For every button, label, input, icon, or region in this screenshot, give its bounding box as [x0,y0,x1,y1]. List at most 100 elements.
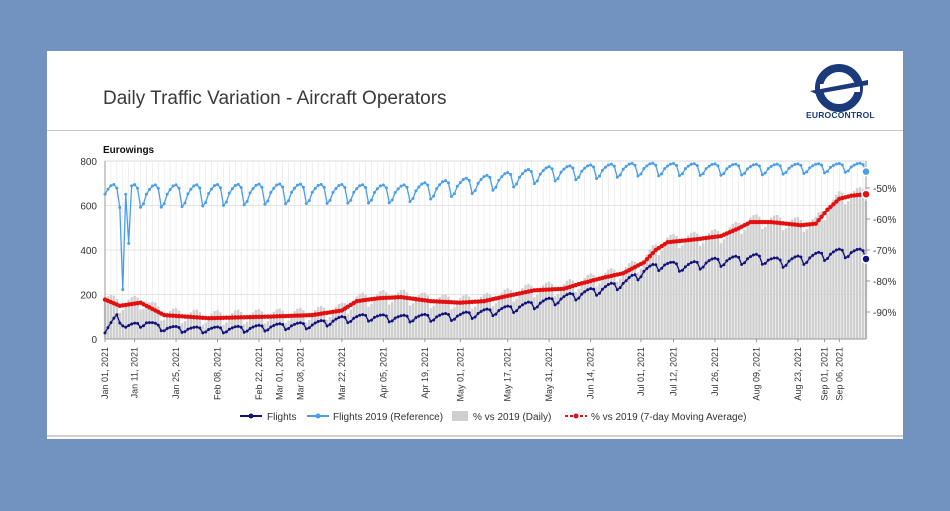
y-tick-label-left: 800 [80,157,97,168]
reference-point [319,182,323,186]
series-lines [102,161,871,335]
flights-point [186,327,190,331]
flights-point [497,309,501,313]
daily-bar [500,292,503,339]
flights-point [802,262,806,266]
reference-point [672,161,676,165]
flights-point [364,313,368,317]
flights-point [627,276,631,280]
reference-point [210,187,214,191]
y-tick-label-right: -50% [873,184,896,195]
x-tick-label: Jan 01, 2021 [100,347,110,399]
flights-point [171,325,175,329]
daily-bar [536,294,539,339]
reference-point [168,188,172,192]
moving-average-point [831,202,836,207]
x-tick-label: Aug 23, 2021 [793,347,803,401]
daily-bar [811,219,814,339]
flights-point [598,291,602,295]
reference-point [766,167,770,171]
reference-point [396,187,400,191]
flights-point [737,255,741,259]
reference-point [452,192,456,196]
flights-point [595,293,599,297]
reference-point [372,190,376,194]
moving-average-point [641,260,647,265]
daily-bar [171,308,175,339]
flights-point [482,308,486,312]
flights-point [121,324,125,328]
reference-point [559,170,563,174]
x-tick-label: Jun 14, 2021 [586,347,596,399]
reference-point [239,186,243,190]
reference-point [444,179,448,183]
flights-point [743,261,747,265]
flights-point [378,313,382,317]
daily-bar [139,309,142,339]
reference-point [642,167,646,171]
reference-point [695,164,699,168]
flights-point [355,315,359,319]
legend-item-reference[interactable]: Flights 2019 (Reference) [307,412,443,423]
reference-point [186,192,190,196]
series-end-marker [861,189,871,199]
reference-point [488,175,492,179]
reference-point [340,183,344,187]
y-tick-label-left: 400 [80,246,97,257]
daily-bar [503,289,506,339]
flights-point [130,322,134,326]
reference-point [485,173,489,177]
reference-point [266,199,270,203]
daily-bar [157,306,160,339]
flights-point [808,256,812,260]
daily-bar [530,285,533,339]
reference-point [589,163,593,167]
reference-point [586,164,590,168]
daily-bar [189,312,193,339]
daily-bar [343,303,347,339]
daily-bar [657,255,660,339]
legend-item-moving-average[interactable]: % vs 2019 (7-day Moving Average) [565,412,746,423]
reference-point [287,199,291,203]
flights-point [195,325,199,329]
flights-point [701,265,705,269]
daily-bar [746,222,749,339]
reference-point [600,168,604,172]
daily-bar [710,230,714,339]
daily-bar [604,272,607,339]
flights-point [334,317,338,321]
daily-bar [633,261,637,339]
flights-point [414,316,418,320]
flights-point [725,259,729,263]
reference-point [704,167,708,171]
daily-bar [820,211,823,339]
flights-point [213,325,217,329]
flights-point [686,263,690,267]
flights-point [695,260,699,264]
flights-point [523,301,527,305]
daily-bar [740,233,743,339]
flights-point [728,257,732,261]
reference-point [369,198,373,202]
daily-bar [583,277,586,339]
reference-point [364,186,368,190]
flights-point [831,250,835,254]
legend-item-flights[interactable]: Flights [240,412,296,423]
daily-bar [512,301,515,339]
reference-point [482,175,486,179]
reference-point [523,169,527,173]
reference-point [378,184,382,188]
flights-point [512,311,516,315]
flights-point [168,325,172,329]
flights-point [781,265,785,269]
flights-point [858,247,862,251]
reference-point [272,186,276,190]
legend-item-daily[interactable]: % vs 2019 (Daily) [452,411,551,423]
daily-bar [319,305,323,339]
flights-point [657,269,661,273]
reference-point [737,164,741,168]
flights-point [722,263,726,267]
flights-point [387,320,391,324]
flights-point [423,312,427,316]
flights-point [805,260,809,264]
